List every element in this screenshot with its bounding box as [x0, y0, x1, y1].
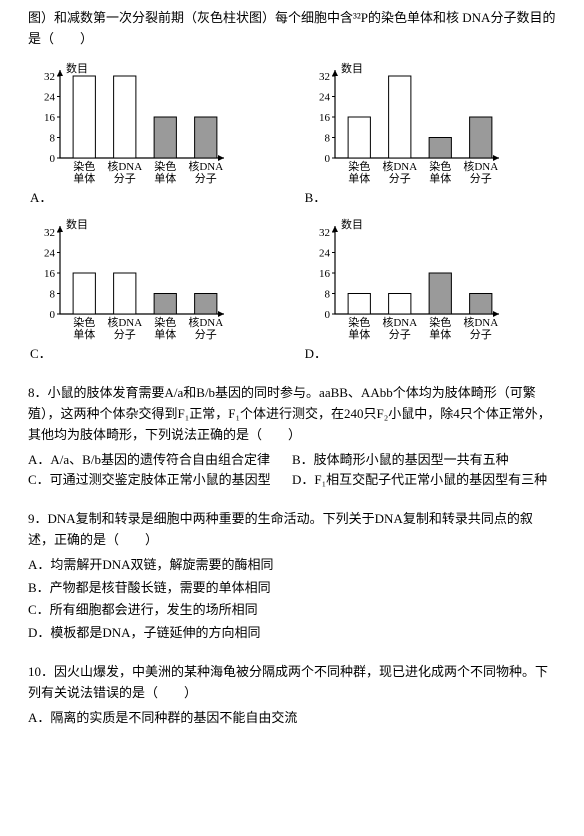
- svg-text:0: 0: [324, 309, 330, 321]
- q9-stem: 9．DNA复制和转录是细胞中两种重要的生命活动。下列关于DNA复制和转录共同点的…: [28, 509, 556, 551]
- q10-options: A．隔离的实质是不同种群的基因不能自由交流: [28, 708, 556, 729]
- svg-text:32: 32: [44, 71, 55, 83]
- chart-cell-B: 数目08162432染色单体核DNA分子染色单体核DNA分子 B．: [303, 58, 556, 209]
- svg-text:单体: 单体: [348, 327, 370, 341]
- svg-text:染色: 染色: [429, 159, 451, 173]
- q10-option-A: A．隔离的实质是不同种群的基因不能自由交流: [28, 708, 556, 729]
- svg-text:24: 24: [319, 91, 331, 103]
- svg-text:单体: 单体: [73, 171, 95, 185]
- svg-text:核DNA: 核DNA: [188, 159, 223, 173]
- chart-C: 数目08162432染色单体核DNA分子染色单体核DNA分子: [28, 214, 281, 344]
- question-intro: 图）和减数第一次分裂前期（灰色柱状图）每个细胞中含³²P的染色单体和核 DNA分…: [28, 8, 556, 50]
- q8-options: A．A/a、B/b基因的遗传符合自由组合定律 B．肢体畸形小鼠的基因型一共有五种…: [28, 450, 556, 492]
- svg-text:分子: 分子: [469, 172, 491, 185]
- svg-text:单体: 单体: [154, 171, 176, 185]
- svg-text:分子: 分子: [195, 328, 217, 341]
- svg-text:数目: 数目: [66, 62, 88, 75]
- svg-text:分子: 分子: [114, 172, 136, 185]
- svg-text:16: 16: [319, 268, 331, 280]
- svg-text:8: 8: [324, 289, 330, 301]
- svg-text:单体: 单体: [154, 327, 176, 341]
- q10-stem: 10．因火山爆发，中美洲的某种海龟被分隔成两个不同种群，现已进化成两个不同物种。…: [28, 662, 556, 704]
- intro-line1: 图）和减数第一次分裂前期（灰色柱状图）每个细胞中含³²P的染色单体和核: [28, 10, 459, 25]
- charts-row-1: 数目08162432染色单体核DNA分子染色单体核DNA分子 A． 数目0816…: [28, 58, 556, 209]
- chart-A: 数目08162432染色单体核DNA分子染色单体核DNA分子: [28, 58, 281, 188]
- svg-text:染色: 染色: [154, 315, 176, 329]
- chart-cell-A: 数目08162432染色单体核DNA分子染色单体核DNA分子 A．: [28, 58, 281, 209]
- q8-option-B: B．肢体畸形小鼠的基因型一共有五种: [292, 450, 556, 471]
- q9-option-B: B．产物都是核苷酸长链，需要的单体相同: [28, 578, 556, 599]
- svg-text:24: 24: [319, 248, 331, 260]
- svg-text:核DNA: 核DNA: [463, 315, 498, 329]
- question-9: 9．DNA复制和转录是细胞中两种重要的生命活动。下列关于DNA复制和转录共同点的…: [28, 509, 556, 644]
- q8-option-A: A．A/a、B/b基因的遗传符合自由组合定律: [28, 450, 292, 471]
- svg-text:数目: 数目: [66, 218, 88, 231]
- svg-text:染色: 染色: [154, 159, 176, 173]
- svg-text:16: 16: [44, 268, 56, 280]
- chart-cell-D: 数目08162432染色单体核DNA分子染色单体核DNA分子 D．: [303, 214, 556, 365]
- svg-text:8: 8: [50, 132, 56, 144]
- svg-text:核DNA: 核DNA: [463, 159, 498, 173]
- svg-text:16: 16: [319, 112, 331, 124]
- svg-text:数目: 数目: [341, 62, 363, 75]
- question-8: 8．小鼠的肢体发育需要A/a和B/b基因的同时参与。aaBB、AAbb个体均为肢…: [28, 383, 556, 491]
- q9-options: A．均需解开DNA双链，解旋需要的酶相同 B．产物都是核苷酸长链，需要的单体相同…: [28, 555, 556, 644]
- svg-text:8: 8: [324, 132, 330, 144]
- svg-text:染色: 染色: [73, 159, 95, 173]
- q8-option-D: D．F₁相互交配子代正常小鼠的基因型有三种: [292, 470, 556, 491]
- svg-text:数目: 数目: [341, 218, 363, 231]
- svg-text:24: 24: [44, 91, 56, 103]
- svg-text:分子: 分子: [114, 328, 136, 341]
- svg-text:核DNA: 核DNA: [382, 159, 417, 173]
- svg-text:核DNA: 核DNA: [107, 315, 142, 329]
- chart-B: 数目08162432染色单体核DNA分子染色单体核DNA分子: [303, 58, 556, 188]
- svg-text:分子: 分子: [469, 328, 491, 341]
- option-label-D: D．: [303, 344, 327, 365]
- svg-text:24: 24: [44, 248, 56, 260]
- svg-text:核DNA: 核DNA: [188, 315, 223, 329]
- svg-text:分子: 分子: [388, 172, 410, 185]
- svg-text:16: 16: [44, 112, 56, 124]
- svg-text:染色: 染色: [429, 315, 451, 329]
- charts-row-2: 数目08162432染色单体核DNA分子染色单体核DNA分子 C． 数目0816…: [28, 214, 556, 365]
- svg-text:分子: 分子: [195, 172, 217, 185]
- option-label-B: B．: [303, 188, 327, 209]
- svg-text:32: 32: [319, 71, 330, 83]
- svg-text:染色: 染色: [348, 159, 370, 173]
- svg-text:单体: 单体: [429, 171, 451, 185]
- svg-text:单体: 单体: [429, 327, 451, 341]
- svg-text:染色: 染色: [73, 315, 95, 329]
- q9-option-D: D．模板都是DNA，子链延伸的方向相同: [28, 623, 556, 644]
- q8-stem: 8．小鼠的肢体发育需要A/a和B/b基因的同时参与。aaBB、AAbb个体均为肢…: [28, 383, 556, 445]
- option-label-C: C．: [28, 344, 52, 365]
- svg-text:单体: 单体: [348, 171, 370, 185]
- q9-option-A: A．均需解开DNA双链，解旋需要的酶相同: [28, 555, 556, 576]
- svg-text:0: 0: [50, 309, 56, 321]
- svg-text:32: 32: [44, 227, 55, 239]
- svg-text:0: 0: [50, 153, 56, 165]
- option-label-A: A．: [28, 188, 52, 209]
- svg-text:单体: 单体: [73, 327, 95, 341]
- svg-text:0: 0: [324, 153, 330, 165]
- svg-text:染色: 染色: [348, 315, 370, 329]
- chart-cell-C: 数目08162432染色单体核DNA分子染色单体核DNA分子 C．: [28, 214, 281, 365]
- svg-text:核DNA: 核DNA: [382, 315, 417, 329]
- svg-text:8: 8: [50, 289, 56, 301]
- svg-text:分子: 分子: [388, 328, 410, 341]
- chart-D: 数目08162432染色单体核DNA分子染色单体核DNA分子: [303, 214, 556, 344]
- svg-text:核DNA: 核DNA: [107, 159, 142, 173]
- question-10: 10．因火山爆发，中美洲的某种海龟被分隔成两个不同种群，现已进化成两个不同物种。…: [28, 662, 556, 728]
- q9-option-C: C．所有细胞都会进行，发生的场所相同: [28, 600, 556, 621]
- q8-option-C: C．可通过测交鉴定肢体正常小鼠的基因型: [28, 470, 292, 491]
- svg-text:32: 32: [319, 227, 330, 239]
